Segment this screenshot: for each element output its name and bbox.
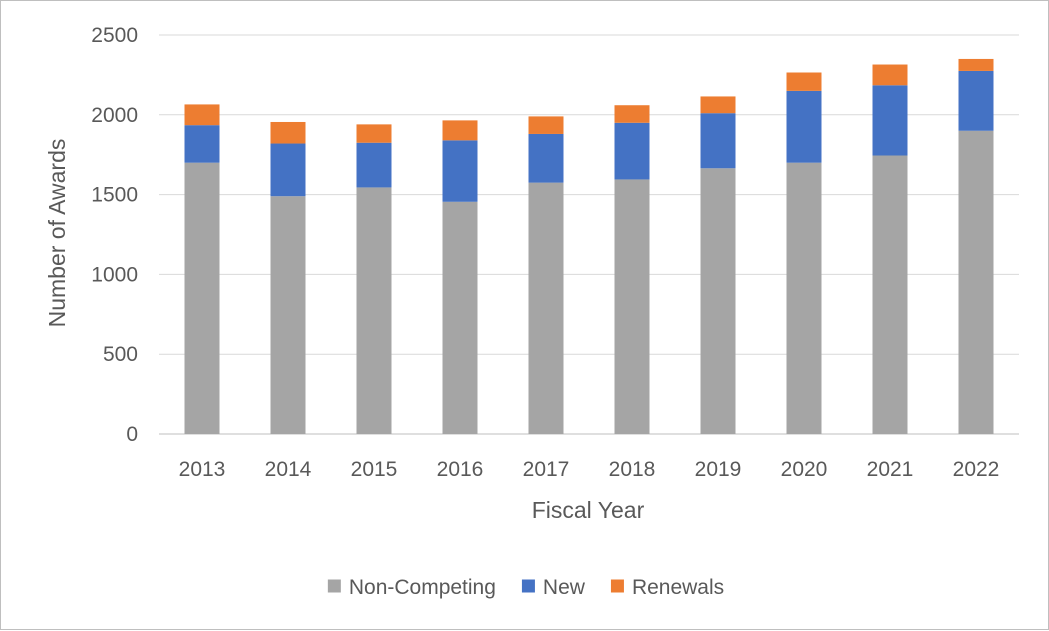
y-tick-labels: 0 500 1000 1500 2000 2500 xyxy=(91,24,138,446)
bar-new-2016 xyxy=(442,140,478,202)
legend-swatch-renewals xyxy=(610,579,624,593)
bar-renewals-2014 xyxy=(270,121,306,144)
x-tick-labels: 2013 2014 2015 2016 2017 2018 2019 2020 2021 2022 xyxy=(179,458,1000,481)
x-tick-label: 2019 xyxy=(695,458,742,481)
bar-renewals-2016 xyxy=(442,120,478,141)
y-tick-label: 500 xyxy=(103,343,138,366)
x-tick-label: 2015 xyxy=(351,458,398,481)
bar-non-competing-2017 xyxy=(528,182,564,434)
bar-new-2022 xyxy=(958,70,994,131)
x-tick-label: 2013 xyxy=(179,458,226,481)
bar-renewals-2020 xyxy=(786,72,822,91)
bar-new-2019 xyxy=(700,113,736,169)
x-tick-label: 2014 xyxy=(265,458,312,481)
bar-non-competing-2016 xyxy=(442,201,478,434)
x-tick-label: 2017 xyxy=(523,458,570,481)
bar-non-competing-2015 xyxy=(356,187,392,434)
x-tick-label: 2022 xyxy=(953,458,1000,481)
y-axis-title: Number of Awards xyxy=(44,139,70,328)
bar-non-competing-2022 xyxy=(958,130,994,434)
bar-renewals-2022 xyxy=(958,58,994,71)
bar-renewals-2021 xyxy=(872,64,908,86)
x-axis-title: Fiscal Year xyxy=(532,497,645,523)
bars xyxy=(184,58,994,435)
bar-non-competing-2020 xyxy=(786,162,822,434)
bar-renewals-2013 xyxy=(184,104,220,126)
legend-swatch-non-competing xyxy=(327,579,341,593)
bar-new-2017 xyxy=(528,133,564,183)
bar-renewals-2015 xyxy=(356,124,392,143)
legend-swatch-new xyxy=(521,579,535,593)
x-tick-label: 2018 xyxy=(609,458,656,481)
bar-non-competing-2018 xyxy=(614,179,650,434)
bar-new-2020 xyxy=(786,90,822,163)
legend-label-new: New xyxy=(543,576,586,599)
x-tick-label: 2016 xyxy=(437,458,484,481)
y-tick-label: 1500 xyxy=(91,184,138,207)
y-tick-label: 0 xyxy=(126,423,138,446)
legend-label-non-competing: Non-Competing xyxy=(349,576,496,599)
bar-new-2014 xyxy=(270,143,306,197)
legend: Non-Competing New Renewals xyxy=(327,576,724,599)
bar-new-2015 xyxy=(356,142,392,188)
legend-label-renewals: Renewals xyxy=(632,576,724,599)
y-tick-label: 2000 xyxy=(91,104,138,127)
bar-non-competing-2019 xyxy=(700,168,736,435)
bar-non-competing-2014 xyxy=(270,196,306,434)
bar-new-2013 xyxy=(184,125,220,163)
bar-renewals-2018 xyxy=(614,105,650,123)
bar-renewals-2019 xyxy=(700,96,736,114)
y-tick-label: 1000 xyxy=(91,263,138,286)
y-tick-label: 2500 xyxy=(91,24,138,47)
bar-non-competing-2021 xyxy=(872,155,908,435)
x-tick-label: 2020 xyxy=(781,458,828,481)
bar-new-2018 xyxy=(614,122,650,180)
bar-new-2021 xyxy=(872,85,908,156)
bar-renewals-2017 xyxy=(528,116,564,134)
x-tick-label: 2021 xyxy=(867,458,914,481)
bar-non-competing-2013 xyxy=(184,162,220,434)
